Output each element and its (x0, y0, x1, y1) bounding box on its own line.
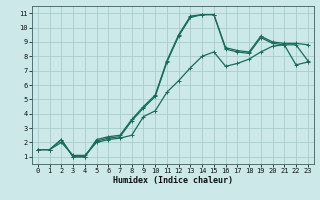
X-axis label: Humidex (Indice chaleur): Humidex (Indice chaleur) (113, 176, 233, 185)
